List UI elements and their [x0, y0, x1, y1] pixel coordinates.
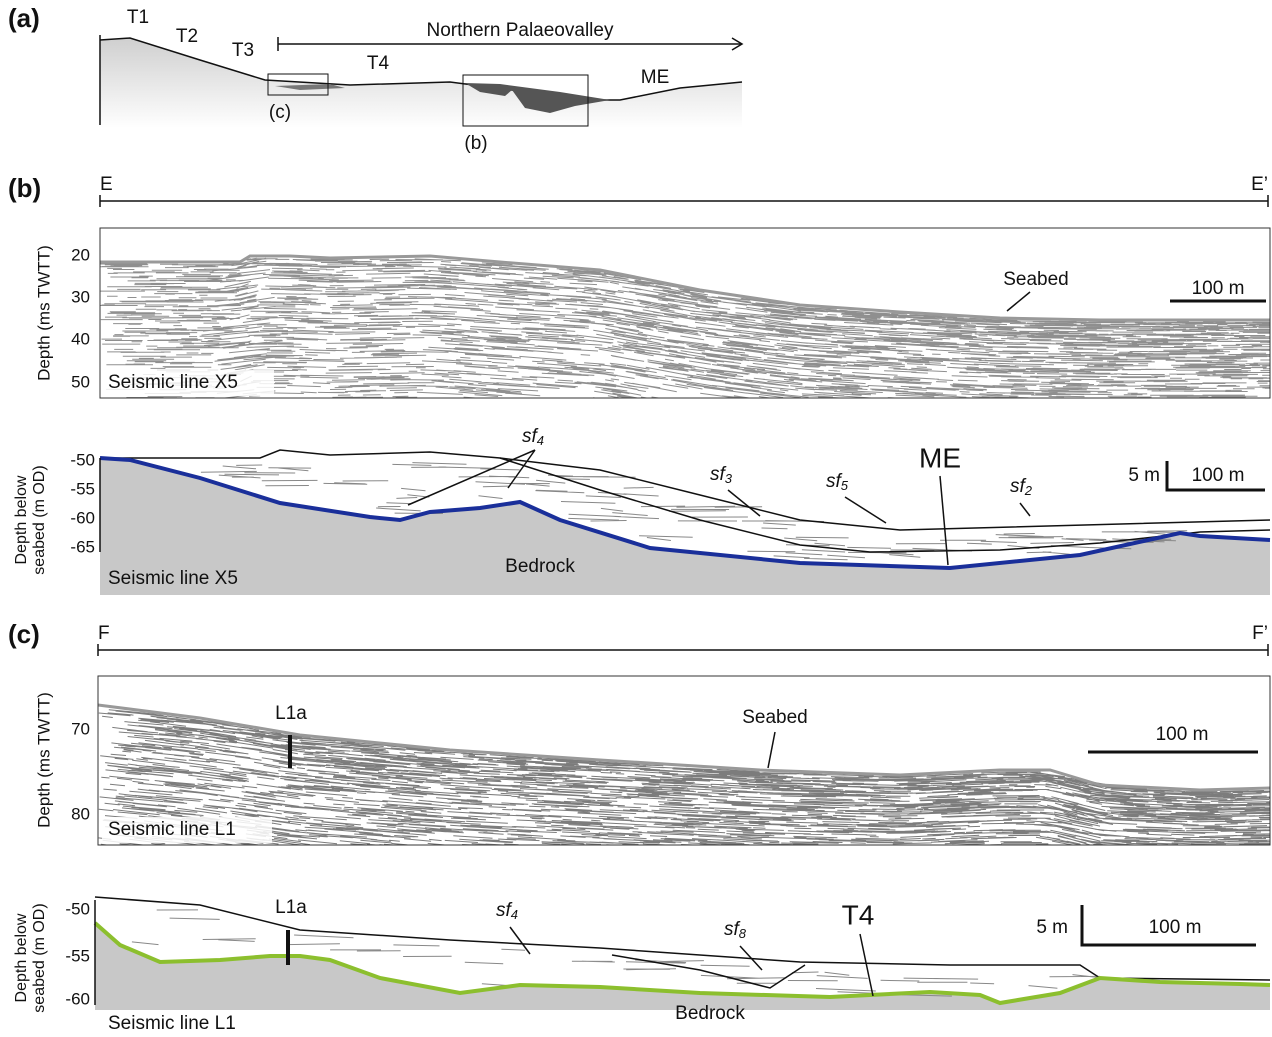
terrace: T2: [176, 26, 198, 47]
axis-title: Depth below: [13, 913, 30, 1002]
axis-title: Depth below: [13, 475, 30, 564]
y-tick-label: -55: [70, 479, 95, 498]
surface-label: sf4: [522, 426, 544, 448]
y-tick-label: 30: [71, 287, 90, 306]
region-label: Bedrock: [675, 1003, 745, 1024]
line-label: Seismic line X5: [108, 568, 238, 589]
pointer: [845, 497, 886, 523]
surface-sub: 4: [511, 907, 518, 922]
annotation: Seabed: [1003, 269, 1069, 290]
borehole-label: L1a: [275, 703, 307, 724]
line-label: Seismic line L1: [108, 819, 236, 840]
endpoint: E: [100, 174, 113, 195]
line-label: Seismic line X5: [108, 372, 238, 393]
box-label: (c): [269, 102, 291, 123]
title: Northern Palaeovalley: [427, 20, 614, 41]
terrace: T4: [367, 53, 390, 74]
pointer: [1020, 503, 1030, 516]
axis-title: seabed (m OD): [31, 465, 48, 574]
panel-label: (b): [8, 173, 41, 203]
label: ME: [641, 67, 670, 88]
y-tick-label: -50: [65, 899, 90, 918]
surface-sub: 8: [739, 926, 747, 941]
scale-label: 100 m: [1192, 278, 1245, 299]
panel-label: (a): [8, 3, 40, 33]
terrace: T3: [232, 40, 254, 61]
figure: (a) Northern Palaeovalley T1 T2 T3 T4 ME…: [0, 0, 1272, 1037]
line-label: Seismic line L1: [108, 1013, 236, 1034]
pointer: [408, 450, 535, 505]
annotation: Seabed: [742, 707, 808, 728]
endpoint: E’: [1251, 174, 1268, 195]
bedrock: [100, 458, 1270, 595]
y-tick-label: -55: [65, 946, 90, 965]
surface-label: sf4: [496, 900, 518, 922]
region-label: Bedrock: [505, 556, 575, 577]
y-tick-label: -60: [65, 989, 90, 1008]
y-tick-label: -50: [70, 450, 95, 469]
y-tick-label: -65: [70, 537, 95, 556]
surface-label: sf8: [724, 919, 747, 941]
pointer: [860, 934, 873, 996]
axis-title: seabed (m OD): [31, 903, 48, 1012]
surface-sub: 2: [1024, 483, 1033, 498]
surface-label: sf2: [1010, 476, 1033, 498]
surface-sub: 3: [725, 471, 733, 486]
scale-label: 100 m: [1192, 465, 1245, 486]
surface-sub: 5: [841, 478, 849, 493]
terrace: T1: [127, 7, 149, 28]
y-tick-label: 70: [71, 719, 90, 738]
borehole-label: L1a: [275, 897, 307, 918]
scale-label: 5 m: [1036, 917, 1068, 938]
surface-sub: 4: [537, 433, 544, 448]
seismic-image: [100, 228, 1272, 406]
surface-label: sf3: [710, 464, 733, 486]
panel-label: (c): [8, 619, 40, 649]
surface-label: sf5: [826, 471, 849, 493]
y-tick-label: 80: [71, 804, 90, 823]
axis-title: Depth (ms TWTT): [34, 245, 53, 381]
axis-title: Depth (ms TWTT): [34, 692, 53, 828]
label: T4: [842, 899, 875, 930]
y-tick-label: 50: [71, 372, 90, 391]
endpoint: F: [98, 623, 110, 644]
y-tick-label: 20: [71, 245, 90, 264]
box-label: (b): [464, 133, 487, 154]
scale-label: 100 m: [1156, 724, 1209, 745]
y-tick-label: 40: [71, 329, 90, 348]
label: ME: [919, 442, 961, 473]
scale-label: 5 m: [1128, 465, 1160, 486]
endpoint: F’: [1252, 623, 1268, 644]
y-tick-label: -60: [70, 508, 95, 527]
scale-label: 100 m: [1149, 917, 1202, 938]
